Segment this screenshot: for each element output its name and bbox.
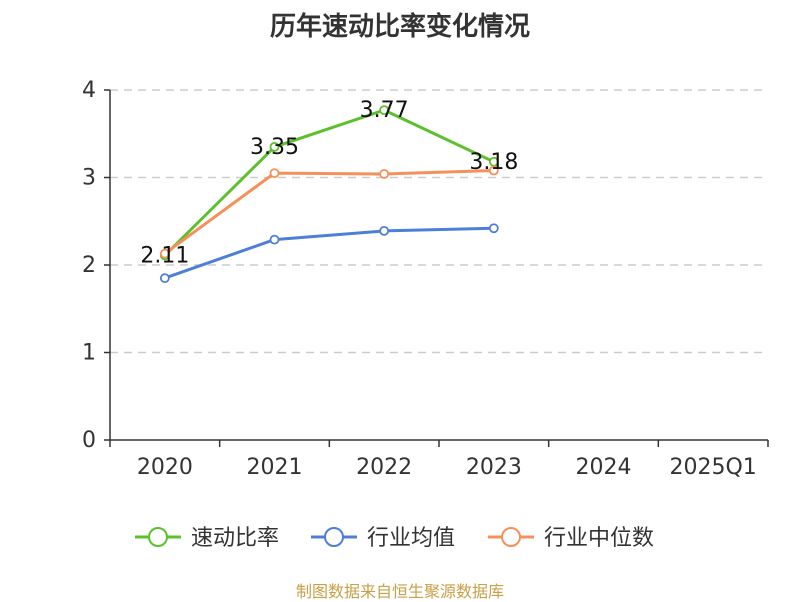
y-tick-label: 0 [82, 428, 96, 453]
legend-label-2: 行业中位数 [544, 526, 654, 551]
data-labels: 2.11 3.35 3.77 3.18 [140, 98, 518, 268]
axes: 0 1 2 3 4 2020 2021 2022 2023 2024 2025Q1 [82, 78, 769, 480]
grid-lines [110, 89, 768, 354]
chart-title: 历年速动比率变化情况 [269, 12, 530, 42]
series-point-1 [159, 273, 170, 284]
series-line-2 [163, 169, 494, 255]
y-tick-label: 2 [82, 253, 96, 278]
y-tick-label: 1 [82, 341, 96, 366]
data-label: 3.35 [250, 135, 299, 160]
x-tick-label: 2021 [247, 455, 303, 480]
x-tick-label: 2022 [356, 455, 412, 480]
series-point-1 [269, 234, 280, 245]
data-source-note: 制图数据来自恒生聚源数据库 [295, 582, 504, 601]
series-point-2 [379, 169, 390, 179]
series-point-2 [488, 165, 499, 176]
series-layer [159, 105, 499, 284]
legend-label-0: 速动比率 [191, 526, 279, 551]
series-point-0 [379, 105, 390, 116]
x-tick-label: 2024 [576, 455, 632, 480]
series-point-1 [488, 223, 499, 234]
legend-marker-2 [501, 527, 521, 547]
data-label: 3.18 [469, 150, 518, 175]
series-line-1 [164, 226, 494, 280]
x-tick-label: 2025Q1 [670, 455, 757, 480]
legend: 速动比率 行业均值 行业中位数 [135, 526, 654, 551]
y-tick-label: 3 [82, 166, 96, 191]
legend-marker-0 [148, 527, 168, 547]
series-point-0 [269, 141, 280, 152]
legend-label-1: 行业均值 [367, 526, 455, 551]
legend-marker-1 [324, 527, 344, 547]
series-point-2 [269, 168, 280, 179]
x-tick-label: 2020 [137, 455, 193, 480]
data-label: 3.77 [360, 98, 409, 123]
series-point-2 [159, 248, 170, 259]
data-label: 2.11 [140, 243, 189, 268]
series-line-0 [163, 108, 495, 257]
y-tick-label: 4 [82, 78, 96, 103]
series-point-1 [379, 225, 390, 236]
x-tick-label: 2023 [466, 455, 522, 480]
